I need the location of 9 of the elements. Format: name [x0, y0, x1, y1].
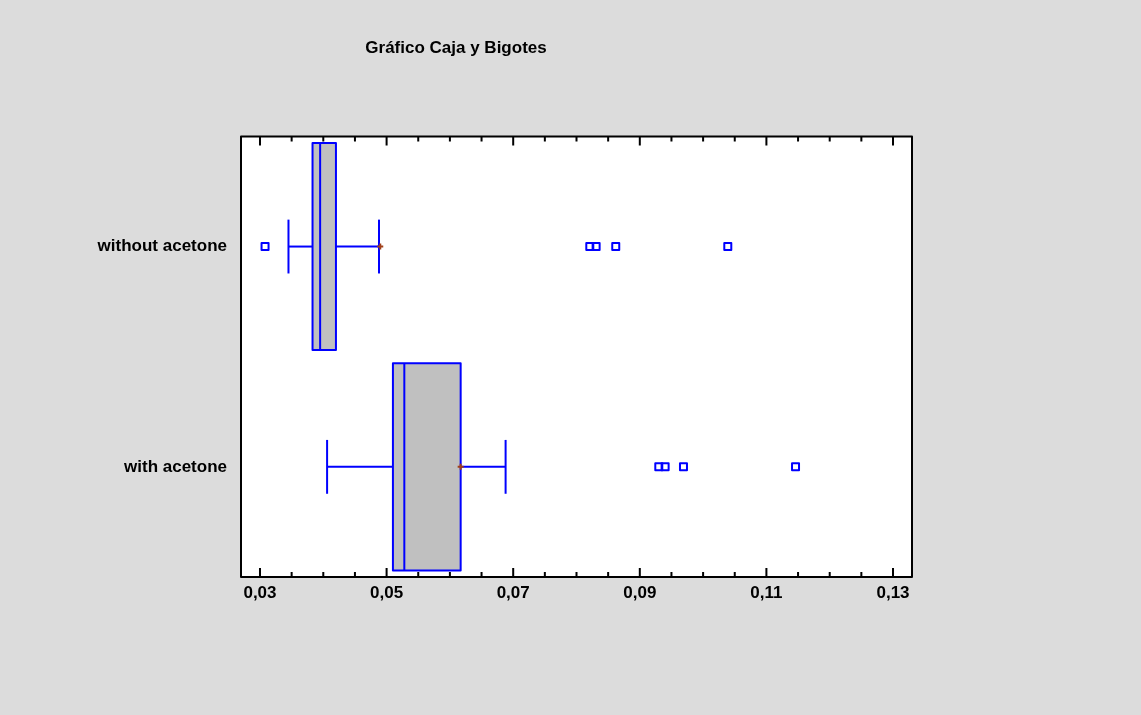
chart-title: Gráfico Caja y Bigotes: [365, 37, 547, 57]
x-tick-label: 0,05: [370, 582, 404, 602]
y-tick-label: with acetone: [123, 456, 227, 476]
x-tick-label: 0,03: [243, 582, 277, 602]
y-tick-label: without acetone: [96, 236, 227, 256]
x-tick-label: 0,11: [750, 582, 783, 602]
x-tick-label: 0,09: [623, 582, 657, 602]
x-tick-label: 0,07: [496, 582, 530, 602]
x-tick-label: 0,13: [876, 582, 910, 602]
